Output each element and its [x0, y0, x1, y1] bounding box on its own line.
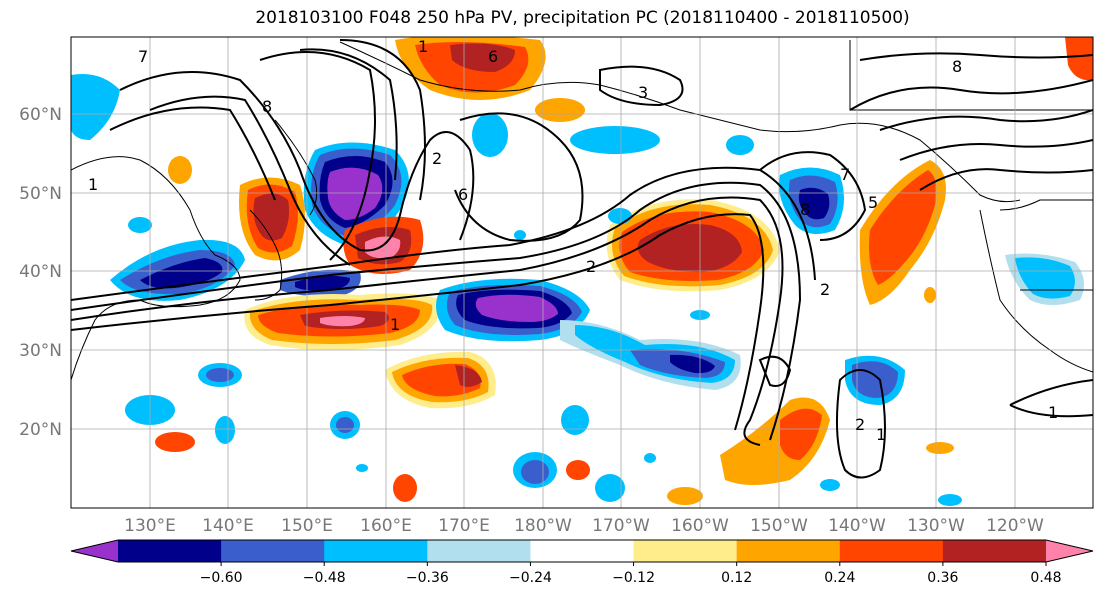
pv-label: 2	[855, 415, 865, 434]
lat-label: 20°N	[19, 420, 62, 440]
pv-label: 8	[262, 97, 272, 116]
pv-label: 2	[432, 149, 442, 168]
colorbar-tick-label: −0.24	[509, 570, 552, 586]
pv-label: 7	[138, 47, 148, 66]
latitude-labels: 60°N 50°N 40°N 30°N 20°N	[19, 105, 62, 440]
pv-label: 5	[868, 193, 878, 212]
colorbar-tick-label: −0.36	[406, 570, 449, 586]
colorbar-segment	[942, 540, 1047, 562]
lon-label: 140°W	[828, 516, 886, 536]
colorbar-tick-label: 0.24	[824, 570, 855, 586]
lon-label: 150°E	[281, 516, 333, 536]
lon-label: 170°E	[438, 516, 490, 536]
pv-label: 6	[458, 185, 468, 204]
lon-label: 150°W	[750, 516, 808, 536]
lon-label: 130°W	[907, 516, 965, 536]
colorbar-segment	[221, 540, 325, 562]
colorbar-segment	[530, 540, 635, 562]
lat-label: 50°N	[19, 184, 62, 204]
pv-label: 6	[488, 47, 498, 66]
pv-label: 8	[800, 200, 810, 219]
longitude-labels: 130°E 140°E 150°E 160°E 170°E 180°W 170°…	[124, 516, 1044, 536]
lon-label: 170°W	[592, 516, 650, 536]
colorbar-tick-label: 0.36	[927, 570, 958, 586]
colorbar: −0.60 −0.48 −0.36 −0.24 −0.12 0.12 0.24 0.36 0.4…	[70, 539, 1094, 586]
colorbar-tick-label: 0.12	[721, 570, 752, 586]
lon-label: 180°W	[514, 516, 572, 536]
colorbar-segment	[633, 540, 738, 562]
lat-label: 60°N	[19, 105, 62, 125]
colorbar-segment	[324, 540, 428, 562]
lon-label: 140°E	[202, 516, 254, 536]
map-border	[70, 36, 1094, 509]
colorbar-tick-label: −0.48	[303, 570, 346, 586]
pv-label: 3	[638, 83, 648, 102]
pv-label: 1	[88, 175, 98, 194]
lon-label: 160°W	[671, 516, 729, 536]
precip-shading	[71, 37, 1093, 506]
pv-label: 7	[840, 165, 850, 184]
pv-label: 1	[1048, 403, 1058, 422]
colorbar-tick-label: 0.48	[1030, 570, 1061, 586]
colorbar-extend-min	[71, 540, 118, 562]
pv-label: 1	[418, 37, 428, 56]
colorbar-segment	[736, 540, 841, 562]
colorbar-segment	[839, 540, 944, 562]
colorbar-outline	[70, 539, 1094, 563]
pv-contour-labels: 6 1 8 3 8 6 1 7 2 2 1 7 8 5 1 2 2 1	[88, 37, 1058, 444]
colorbar-extend-max	[1046, 540, 1093, 562]
colorbar-segment	[118, 540, 222, 562]
lon-label: 120°W	[986, 516, 1044, 536]
pv-contours	[71, 39, 1093, 479]
pv-label: 1	[390, 315, 400, 334]
pv-label: 2	[586, 257, 596, 276]
map-title: 2018103100 F048 250 hPa PV, precipitatio…	[255, 8, 910, 28]
pv-label: 8	[952, 57, 962, 76]
lat-label: 30°N	[19, 341, 62, 361]
lon-label: 160°E	[360, 516, 412, 536]
pv-label: 1	[876, 425, 886, 444]
lat-label: 40°N	[19, 262, 62, 282]
colorbar-segment	[427, 540, 531, 562]
pv-label: 2	[820, 280, 830, 299]
colorbar-tick-label: −0.12	[612, 570, 655, 586]
colorbar-tick-label: −0.60	[200, 570, 243, 586]
lon-label: 130°E	[124, 516, 176, 536]
